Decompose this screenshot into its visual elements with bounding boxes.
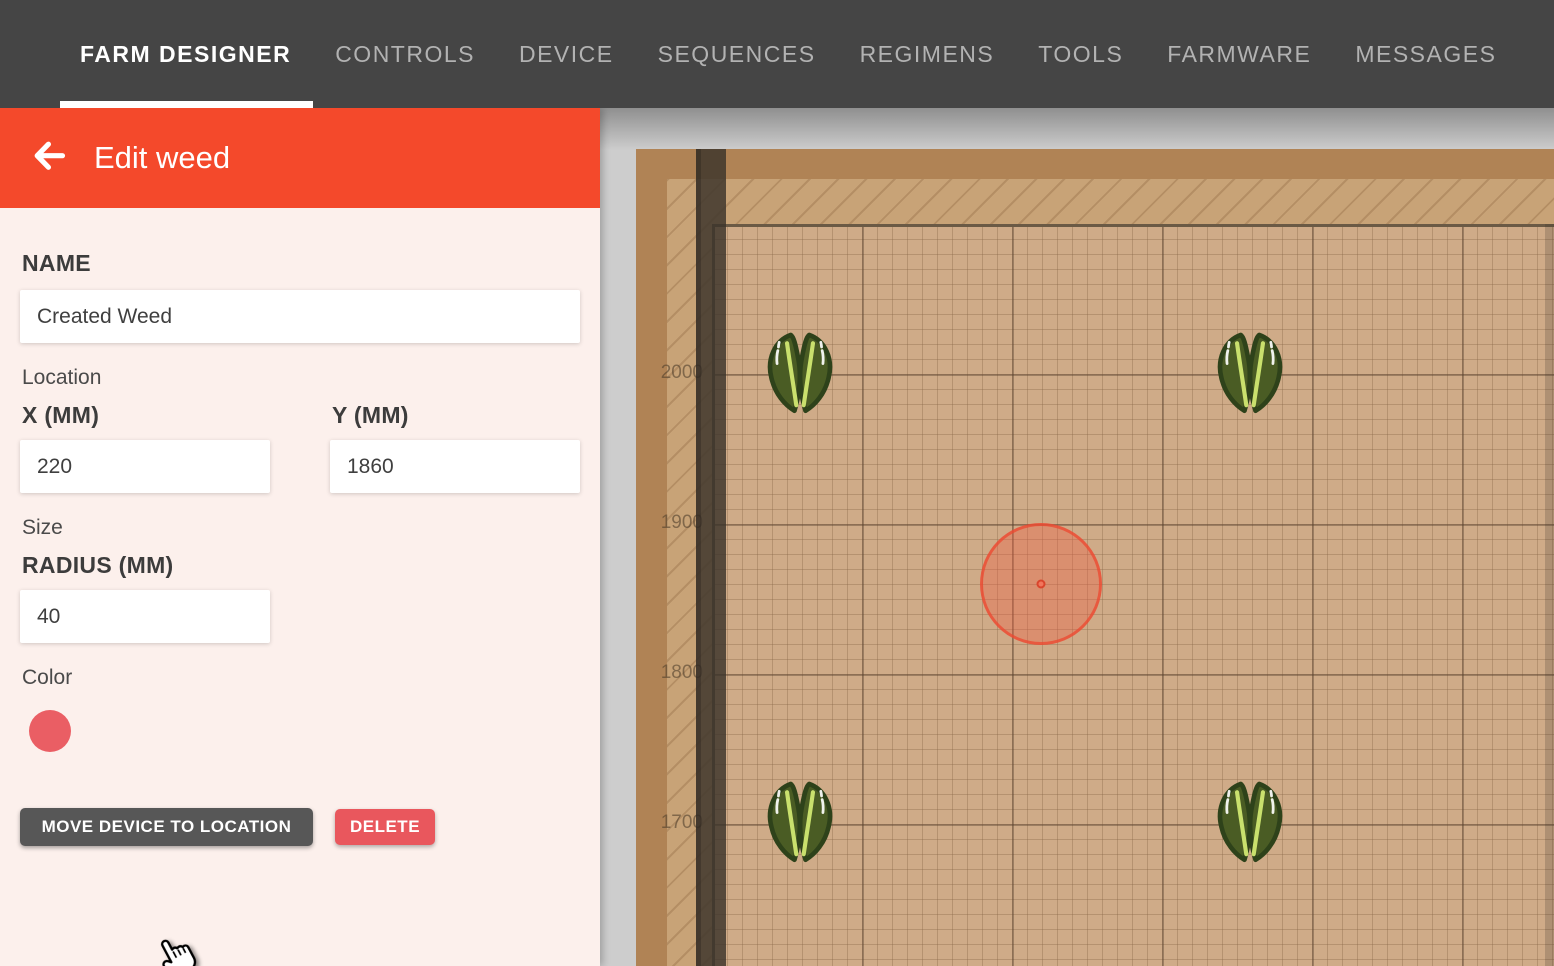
arrow-left-icon [31, 138, 67, 179]
y-label: Y (MM) [332, 402, 409, 428]
back-button[interactable] [30, 139, 68, 177]
edit-weed-panel: Edit weed NAME Location X (MM) Y (MM) Si… [0, 108, 600, 966]
weed-center-dot [1036, 579, 1046, 589]
axis-label-1800: 1800 [660, 662, 703, 683]
garden-map-canvas[interactable]: 2000 1900 1800 1700 [636, 149, 1554, 966]
tab-messages[interactable]: MESSAGES [1355, 40, 1497, 67]
y-input[interactable] [330, 440, 580, 493]
plant-icon[interactable] [1213, 777, 1287, 863]
location-section-label: Location [22, 366, 102, 389]
tab-tools[interactable]: TOOLS [1038, 40, 1124, 67]
axis-label-2000: 2000 [660, 362, 703, 383]
tab-device[interactable]: DEVICE [518, 40, 614, 67]
move-device-button[interactable]: MOVE DEVICE TO LOCATION [20, 808, 313, 846]
top-nav-bar: FARM DESIGNER CONTROLS DEVICE SEQUENCES REGI… [0, 0, 1554, 108]
tab-sequences[interactable]: SEQUENCES [657, 40, 816, 67]
radius-label: RADIUS (MM) [22, 552, 174, 578]
active-tab-underline [60, 101, 313, 108]
weed-marker[interactable] [980, 523, 1102, 645]
plant-icon[interactable] [1213, 328, 1287, 414]
tab-regimens[interactable]: REGIMENS [859, 40, 995, 67]
tab-farm-designer[interactable]: FARM DESIGNER [80, 40, 292, 67]
name-input[interactable] [20, 290, 580, 343]
delete-button[interactable]: DELETE [335, 809, 435, 845]
name-label: NAME [22, 250, 91, 276]
tab-controls[interactable]: CONTROLS [335, 40, 475, 67]
gantry-track-bar [696, 149, 726, 966]
map-region: 2000 1900 1800 1700 [600, 108, 1554, 966]
nav-drop-shadow [600, 108, 1554, 150]
weed-color-swatch[interactable] [29, 710, 71, 752]
x-input[interactable] [20, 440, 270, 493]
axis-label-1900: 1900 [660, 512, 703, 533]
tab-farmware[interactable]: FARMWARE [1167, 40, 1312, 67]
page-title: Edit weed [94, 140, 231, 175]
map-right-edge [1545, 224, 1554, 966]
plant-icon[interactable] [763, 328, 837, 414]
panel-header: Edit weed [0, 108, 600, 208]
plant-icon[interactable] [763, 777, 837, 863]
color-section-label: Color [22, 666, 73, 689]
hand-cursor-icon [150, 927, 206, 966]
axis-label-1700: 1700 [660, 812, 703, 833]
radius-input[interactable] [20, 590, 270, 643]
size-section-label: Size [22, 516, 63, 539]
planting-bed-grid [712, 224, 1554, 966]
x-label: X (MM) [22, 402, 100, 428]
